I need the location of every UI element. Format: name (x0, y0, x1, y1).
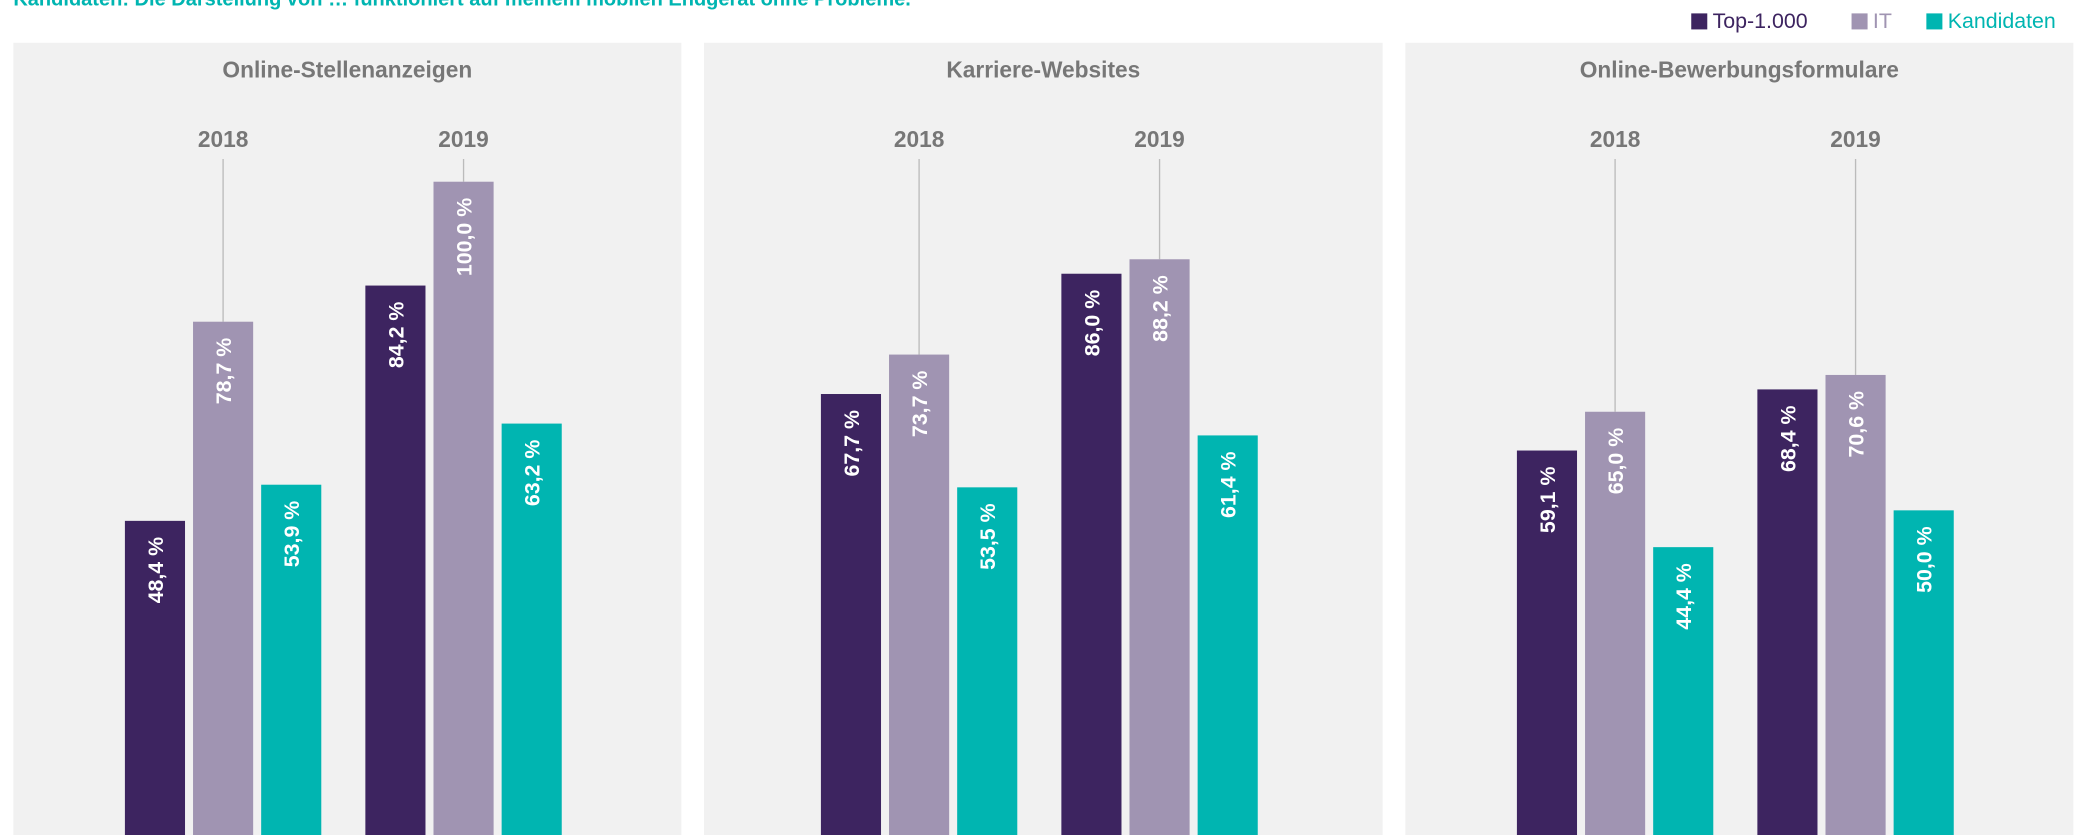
year-label: 2018 (198, 126, 249, 152)
bar (501, 423, 562, 835)
year-label: 2019 (1830, 126, 1881, 152)
panel-title: Karriere-Websites (946, 57, 1140, 83)
value-label: 59,1 % (1536, 467, 1560, 534)
value-label: 73,7 % (908, 371, 932, 438)
bar (1129, 259, 1190, 835)
value-label: 100,0 % (453, 198, 477, 276)
bar (1516, 450, 1578, 835)
value-label: 63,2 % (521, 440, 545, 507)
value-label: 50,0 % (1913, 526, 1937, 593)
year-label: 2018 (1590, 126, 1641, 152)
panel (704, 42, 1383, 835)
value-label: 84,2 % (384, 302, 408, 369)
year-label: 2018 (894, 126, 945, 152)
value-label: 61,4 % (1217, 451, 1241, 518)
note: Kandidaten: Die Darstellung von … funkti… (13, 0, 910, 10)
year-label: 2019 (438, 126, 489, 152)
bar (261, 484, 322, 835)
value-label: 67,7 % (840, 410, 864, 477)
value-label: 70,6 % (1845, 391, 1869, 458)
bar (1653, 547, 1714, 835)
bar (193, 321, 254, 835)
legend-swatch (1691, 13, 1708, 30)
legend-label: Kandidaten (1948, 9, 2056, 33)
panel (1405, 42, 2074, 835)
bar (1197, 435, 1258, 835)
value-label: 53,5 % (976, 503, 1000, 570)
value-label: 88,2 % (1149, 275, 1173, 342)
year-label: 2019 (1134, 126, 1185, 152)
bar (957, 487, 1018, 835)
panel-title: Online-Stellenanzeigen (222, 57, 472, 83)
value-label: 68,4 % (1776, 405, 1800, 472)
bar (1585, 411, 1646, 835)
value-label: 65,0 % (1604, 428, 1628, 495)
value-label: 53,9 % (280, 501, 304, 568)
value-label: 48,4 % (144, 537, 168, 604)
bar (1061, 273, 1122, 835)
legend-swatch (1926, 13, 1943, 30)
panel-title: Online-Bewerbungsformulare (1580, 57, 1899, 83)
bar (820, 394, 882, 835)
legend-label: IT (1873, 9, 1892, 33)
legend-swatch (1851, 13, 1868, 30)
legend-label: Top-1.000 (1713, 9, 1808, 33)
bar (1893, 510, 1954, 835)
panel (13, 42, 682, 835)
value-label: 78,7 % (212, 338, 236, 405)
value-label: 86,0 % (1080, 290, 1104, 357)
bar (1757, 389, 1818, 835)
value-label: 44,4 % (1672, 563, 1696, 630)
bar (365, 285, 426, 835)
bar (124, 520, 186, 835)
bar (889, 354, 950, 835)
bar (1825, 374, 1886, 835)
bar (433, 181, 494, 835)
